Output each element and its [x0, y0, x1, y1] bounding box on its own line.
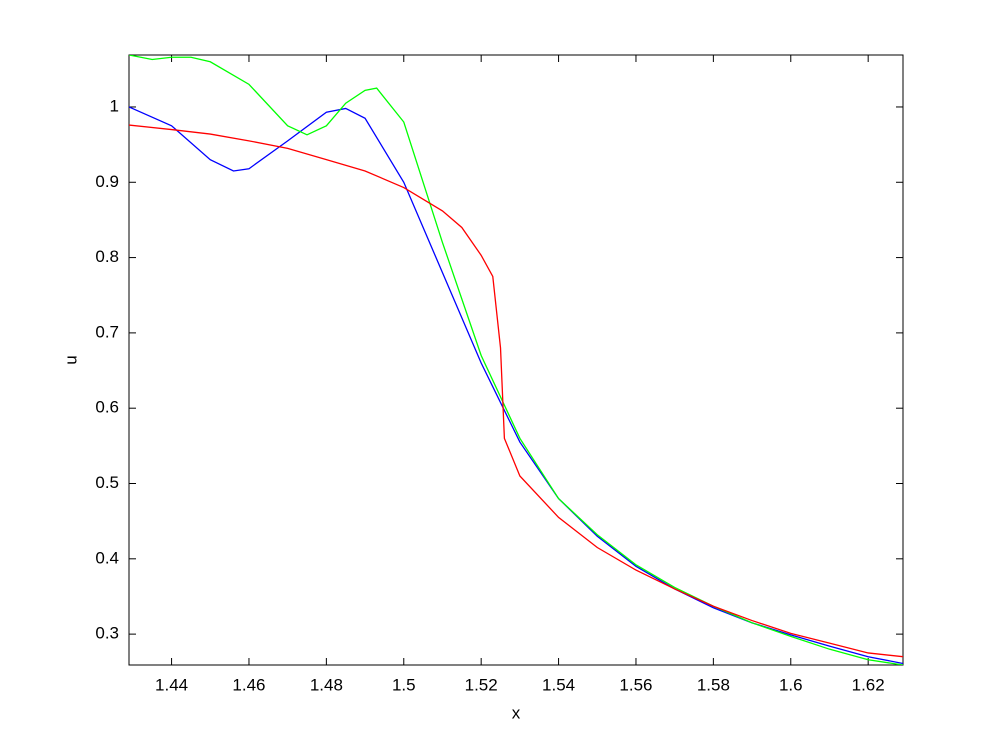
x-tick-label: 1.52 — [465, 675, 498, 694]
x-tick-label: 1.46 — [232, 675, 265, 694]
x-tick-label: 1.6 — [779, 675, 803, 694]
y-tick-label: 0.3 — [95, 624, 119, 643]
x-tick-label: 1.58 — [697, 675, 730, 694]
x-axis-label: x — [512, 703, 521, 722]
y-tick-label: 0.8 — [95, 247, 119, 266]
x-tick-label: 1.56 — [619, 675, 652, 694]
data-line — [129, 55, 903, 665]
y-tick-label: 0.6 — [95, 398, 119, 417]
y-tick-label: 0.5 — [95, 473, 119, 492]
y-tick-label: 0.7 — [95, 322, 119, 341]
data-line — [129, 124, 903, 658]
x-tick-label: 1.62 — [852, 675, 885, 694]
y-tick-label: 0.9 — [95, 172, 119, 191]
x-tick-label: 1.44 — [155, 675, 188, 694]
x-tick-label: 1.54 — [542, 675, 575, 694]
x-tick-label: 1.5 — [392, 675, 416, 694]
y-tick-label: 0.4 — [95, 548, 119, 567]
plot-area — [128, 54, 904, 666]
y-axis-label: u — [61, 355, 80, 364]
x-tick-label: 1.48 — [310, 675, 343, 694]
y-tick-label: 1 — [110, 96, 119, 115]
